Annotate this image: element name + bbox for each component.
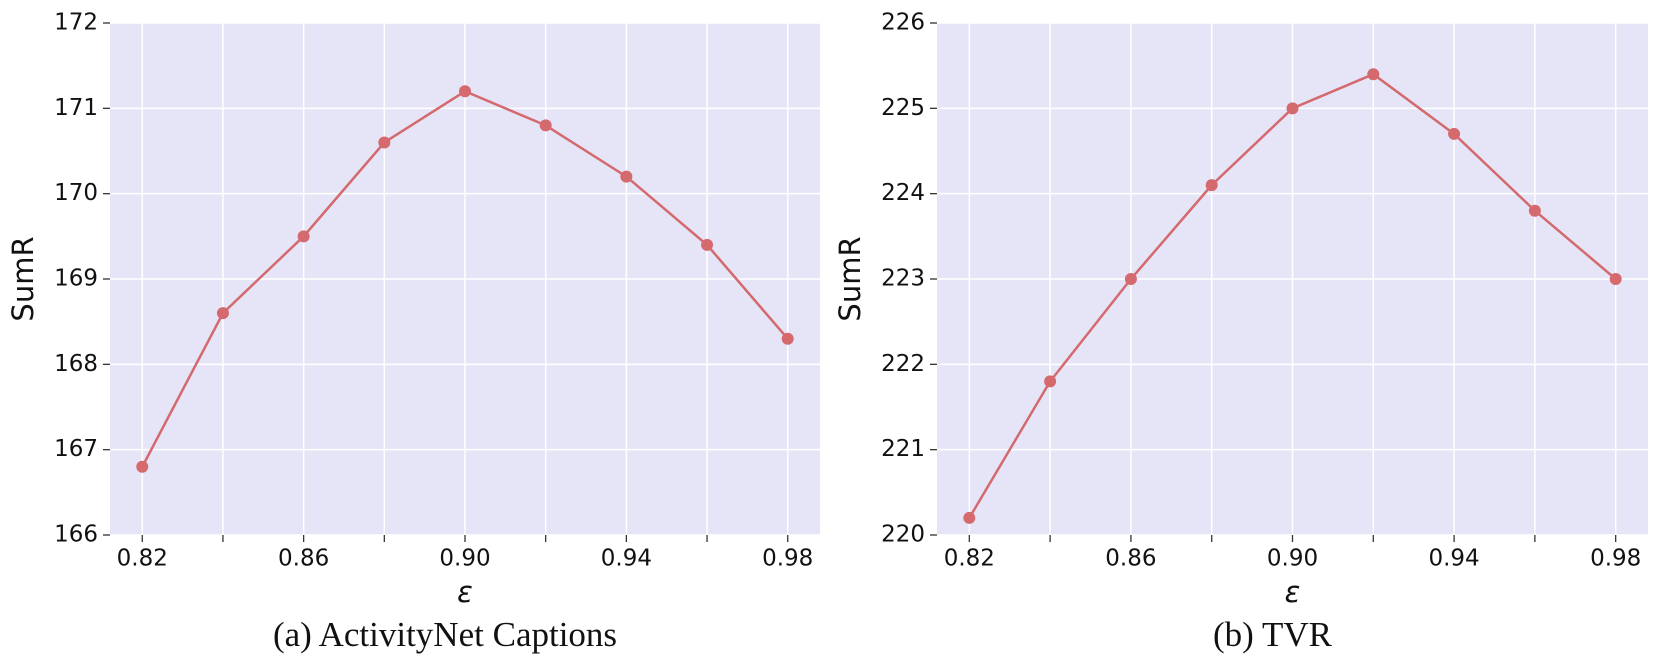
caption: (a) ActivityNet Captions xyxy=(273,615,617,654)
x-tick-label: 0.90 xyxy=(439,546,490,572)
y-tick-label: 222 xyxy=(881,351,925,377)
x-tick-label: 0.94 xyxy=(601,546,652,572)
y-axis-label: SumR xyxy=(6,236,40,321)
x-tick-label: 0.86 xyxy=(278,546,329,572)
point xyxy=(1286,102,1299,115)
x-axis-label: ε xyxy=(457,575,473,609)
point xyxy=(1448,127,1461,140)
y-tick-label: 171 xyxy=(54,95,98,121)
x-tick-label: 0.82 xyxy=(117,546,168,572)
y-tick-label: 225 xyxy=(881,95,925,121)
x-tick-label: 0.90 xyxy=(1267,546,1318,572)
y-tick-label: 226 xyxy=(881,10,925,36)
point xyxy=(781,332,794,345)
point xyxy=(1124,273,1137,285)
y-tick-label: 166 xyxy=(54,522,98,548)
x-tick-label: 0.98 xyxy=(762,546,813,572)
point xyxy=(1609,273,1622,285)
y-tick-label: 168 xyxy=(54,351,98,377)
point xyxy=(216,307,229,320)
x-axis-label: ε xyxy=(1285,575,1301,609)
point xyxy=(378,136,391,149)
y-tick-label: 167 xyxy=(54,436,98,462)
x-tick-label: 0.94 xyxy=(1428,546,1479,572)
x-tick-label: 0.82 xyxy=(944,546,995,572)
point xyxy=(620,170,633,183)
point xyxy=(539,119,552,132)
point xyxy=(136,460,149,473)
point xyxy=(1044,375,1057,388)
y-tick-label: 223 xyxy=(881,266,925,292)
point xyxy=(1205,179,1218,192)
point xyxy=(701,238,714,251)
y-tick-label: 170 xyxy=(54,180,98,206)
caption: (b) TVR xyxy=(1213,615,1333,654)
point xyxy=(963,511,976,524)
y-tick-label: 221 xyxy=(881,436,925,462)
x-tick-label: 0.86 xyxy=(1105,546,1156,572)
y-tick-label: 172 xyxy=(54,10,98,36)
y-tick-label: 169 xyxy=(54,266,98,292)
x-tick-label: 0.98 xyxy=(1590,546,1641,572)
y-tick-label: 224 xyxy=(881,180,925,206)
point xyxy=(459,85,471,98)
point xyxy=(1528,204,1541,217)
y-axis-label: SumR xyxy=(833,236,867,321)
point xyxy=(297,230,310,243)
y-tick-label: 220 xyxy=(881,522,925,548)
point xyxy=(1367,68,1380,81)
